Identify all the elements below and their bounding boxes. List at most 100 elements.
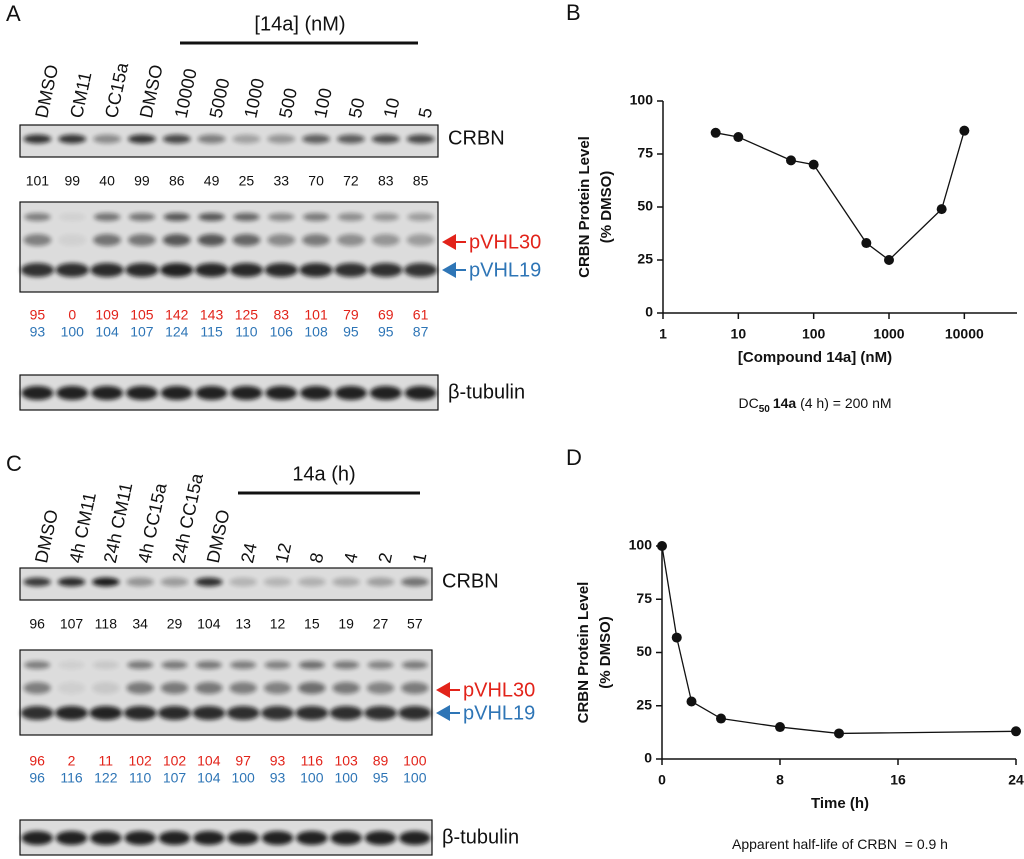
band	[23, 234, 52, 246]
pvhl19-value: 100	[61, 324, 85, 340]
x-tick-label: 1000	[873, 326, 904, 342]
band	[21, 831, 53, 845]
band	[55, 706, 88, 720]
band	[302, 134, 331, 144]
band	[93, 213, 121, 221]
lane-label: 8	[306, 551, 328, 565]
band	[332, 577, 360, 587]
lane-label: 100	[310, 86, 336, 120]
pvhl19-value: 100	[403, 770, 427, 786]
band	[261, 831, 294, 845]
band	[93, 234, 122, 246]
y-axis-label: (% DMSO)	[598, 171, 615, 244]
band	[268, 213, 295, 221]
band	[336, 134, 365, 144]
y-tick-label: 75	[637, 145, 653, 161]
band	[55, 263, 89, 277]
lane-label: 24h CC15a	[168, 471, 207, 565]
blot	[19, 567, 433, 601]
blot-label: pVHL19	[463, 702, 535, 724]
band	[21, 386, 54, 400]
band	[160, 577, 189, 587]
band	[372, 213, 399, 221]
lane-label: 5	[415, 106, 437, 120]
band	[337, 213, 365, 221]
band	[232, 234, 261, 246]
band	[302, 234, 331, 246]
x-axis-label: Time (h)	[811, 795, 869, 812]
pvhl19-value: 104	[197, 770, 221, 786]
pvhl30-value: 101	[304, 307, 328, 323]
band	[299, 263, 333, 277]
pvhl30-value: 143	[200, 307, 224, 323]
pvhl30-value: 97	[235, 753, 251, 769]
y-tick-label: 0	[645, 304, 653, 320]
lane-label: DMSO	[31, 63, 62, 120]
band	[91, 386, 124, 400]
x-tick-label: 0	[658, 772, 666, 788]
lane-label: 5000	[206, 76, 234, 119]
pvhl30-value: 109	[95, 307, 119, 323]
blot	[19, 374, 439, 411]
point	[834, 728, 844, 739]
point	[733, 132, 744, 143]
band	[398, 706, 432, 720]
band	[369, 263, 403, 277]
band	[163, 213, 190, 221]
band	[197, 134, 226, 144]
caption-part: DC	[738, 395, 758, 411]
pvhl19-value: 100	[300, 770, 324, 786]
band	[336, 234, 365, 246]
crbn-value: 29	[167, 616, 183, 632]
pvhl19-value: 116	[60, 770, 83, 786]
crbn-value: 96	[29, 616, 45, 632]
pvhl30-value: 69	[378, 307, 394, 323]
pvhl19-value: 93	[270, 770, 286, 786]
crbn-value: 104	[197, 616, 221, 632]
pvhl19-value: 107	[130, 324, 154, 340]
band	[57, 682, 86, 694]
y-tick-label: 100	[630, 92, 654, 108]
treatment-label: 14a (h)	[292, 463, 355, 485]
crbn-value: 34	[132, 616, 148, 632]
crbn-value: 101	[26, 173, 50, 189]
caption-part: 14a	[773, 395, 797, 411]
band	[192, 706, 226, 720]
pvhl19-value: 124	[165, 324, 189, 340]
crbn-value: 99	[134, 173, 150, 189]
band	[160, 263, 194, 277]
band	[263, 577, 292, 587]
band	[406, 134, 435, 144]
lane-label: 10000	[171, 67, 201, 120]
band	[162, 134, 191, 144]
band	[298, 682, 326, 694]
y-tick-label: 50	[636, 643, 652, 659]
band	[296, 831, 328, 845]
pvhl30-value: 142	[165, 307, 189, 323]
band	[264, 263, 298, 277]
y-axis-label: (% DMSO)	[597, 616, 614, 689]
band	[364, 831, 397, 845]
lane-label: DMSO	[31, 508, 62, 565]
band	[403, 263, 438, 277]
band	[24, 661, 51, 669]
band	[265, 386, 298, 400]
pvhl19-value: 95	[343, 324, 359, 340]
band	[123, 706, 157, 720]
blot	[19, 124, 439, 158]
point	[861, 238, 872, 249]
band	[371, 134, 400, 144]
band	[194, 263, 229, 277]
pvhl19-value: 110	[235, 324, 258, 340]
panel-label: D	[566, 445, 582, 470]
pvhl19-value: 96	[29, 770, 45, 786]
band	[229, 682, 257, 694]
point	[657, 541, 667, 551]
pvhl30-value: 125	[235, 307, 259, 323]
band	[295, 706, 329, 720]
band	[161, 661, 188, 669]
band	[366, 682, 395, 694]
lane-label: 4h CM11	[65, 491, 99, 565]
band	[126, 682, 154, 694]
caption-part: (4 h) = 200 nM	[796, 395, 891, 411]
